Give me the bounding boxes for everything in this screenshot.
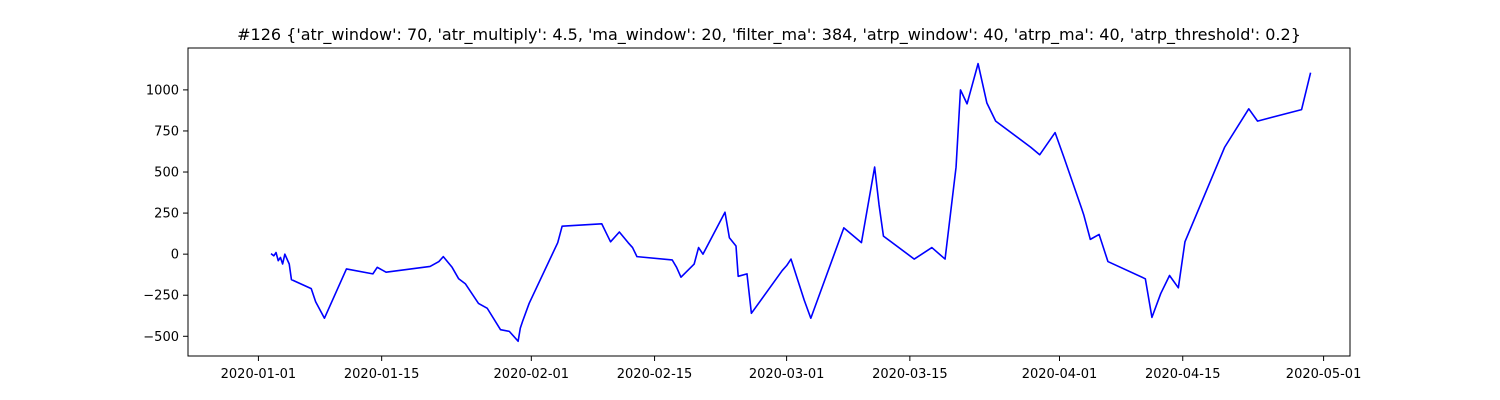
- y-tick-label: 1000: [146, 83, 179, 98]
- x-tick-label: 2020-05-01: [1286, 367, 1362, 382]
- x-tick-label: 2020-02-15: [617, 367, 693, 382]
- y-axis: −500 −250 0 250 500 750 1000: [143, 83, 188, 345]
- series-line-0: [270, 62, 1312, 343]
- y-tick-label: −250: [143, 289, 179, 304]
- x-tick-label: 2020-04-15: [1145, 367, 1221, 382]
- x-tick-label: 2020-01-15: [344, 367, 420, 382]
- x-tick-label: 2020-03-15: [872, 367, 948, 382]
- axes-frame: [187, 47, 1351, 357]
- x-tick-label: 2020-01-01: [221, 367, 297, 382]
- y-tick-label: 500: [154, 166, 179, 181]
- x-tick-label: 2020-04-01: [1022, 367, 1098, 382]
- x-tick-label: 2020-03-01: [749, 367, 825, 382]
- y-tick-label: 250: [154, 207, 179, 222]
- y-tick-label: −500: [143, 330, 179, 345]
- plot-area: 2020-01-01 2020-01-15 2020-02-01 2020-02-15…: [143, 47, 1362, 382]
- chart-title: #126 {'atr_window': 70, 'atr_multiply': …: [237, 25, 1301, 45]
- x-axis: 2020-01-01 2020-01-15 2020-02-01 2020-02-15…: [221, 356, 1362, 382]
- y-tick-label: 750: [154, 124, 179, 139]
- series-layer: [270, 62, 1312, 343]
- y-tick-label: 0: [171, 248, 179, 263]
- x-tick-label: 2020-02-01: [494, 367, 570, 382]
